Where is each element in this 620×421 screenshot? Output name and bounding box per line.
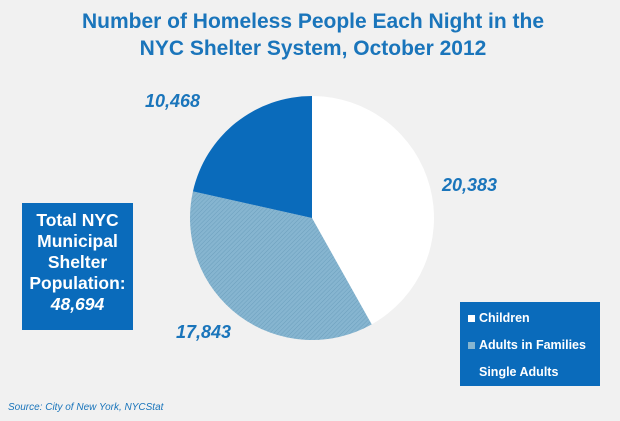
legend-swatch-adults-in-families [468, 341, 475, 349]
pie-slice-adults-in-families [189, 191, 372, 340]
legend-item-adults-in-families: Adults in Families [468, 338, 586, 352]
source-note: Source: City of New York, NYCStat [8, 402, 164, 413]
data-label-children: 20,383 [442, 175, 498, 195]
legend-label-single-adults: Single Adults [479, 365, 559, 379]
total-line-3: Shelter [47, 252, 108, 272]
legend-swatch-single-adults [468, 368, 475, 376]
data-label-adults-in-families: 17,843 [176, 322, 232, 342]
chart-title-line-1: Number of Homeless People Each Night in … [81, 10, 545, 33]
legend-label-children: Children [479, 311, 530, 325]
pie-slice-single-adults [192, 96, 312, 218]
pie-slice-children [312, 96, 434, 325]
legend-swatch-children [468, 314, 475, 322]
legend-label-adults-in-families: Adults in Families [479, 338, 586, 352]
chart-title-line-2: NYC Shelter System, October 2012 [139, 37, 487, 60]
legend: Children Adults in Families Single Adult… [460, 302, 600, 386]
total-line-1: Total NYC [36, 210, 119, 230]
total-population-box: Total NYC Municipal Shelter Population: … [22, 203, 133, 330]
total-line-2: Municipal [37, 231, 118, 251]
total-line-4: Population: [29, 273, 126, 293]
legend-item-children: Children [468, 311, 530, 325]
legend-item-single-adults: Single Adults [468, 365, 558, 379]
total-value: 48,694 [50, 294, 105, 314]
data-label-single-adults: 10,468 [145, 91, 201, 111]
